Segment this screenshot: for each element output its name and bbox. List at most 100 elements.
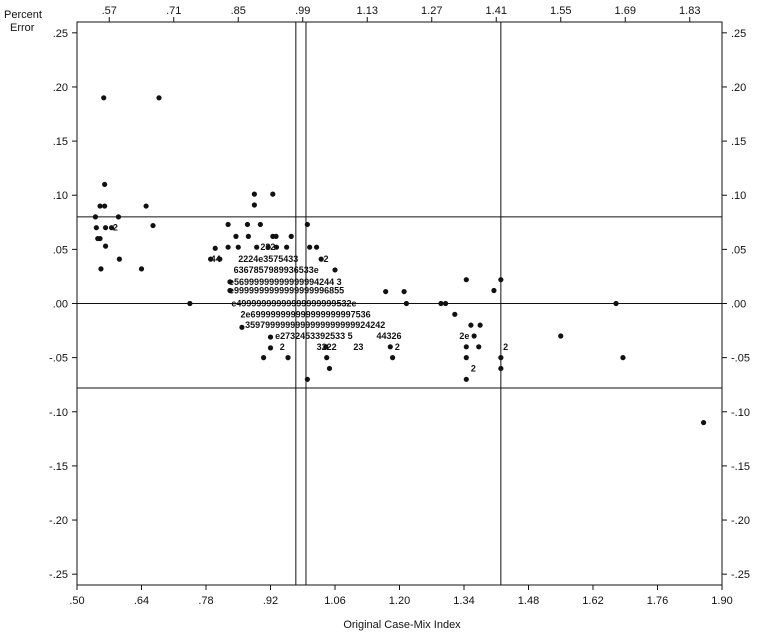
x-tick-label-bottom: 1.76 — [647, 595, 668, 607]
x-tick-label-bottom: 1.34 — [453, 595, 474, 607]
data-point — [150, 222, 156, 229]
y-tick-label-left: .05 — [53, 244, 68, 256]
data-point — [285, 355, 291, 361]
data-point — [265, 244, 271, 250]
data-point — [332, 267, 338, 273]
density-digit-label: 2 — [471, 363, 476, 373]
data-point — [267, 334, 274, 340]
data-point — [208, 256, 214, 262]
data-point — [212, 245, 218, 251]
density-digit-label: 23 — [353, 342, 363, 352]
data-point — [401, 288, 407, 295]
data-point — [323, 344, 329, 350]
density-digit-label: 2 — [503, 342, 508, 352]
y-axis-title-line1: Percent — [4, 9, 42, 21]
data-point — [227, 287, 233, 294]
tick-labels: .50 .64 .78 .92 1.06 1.20 1.34 1.48 1.62 1.76 1.90… — [49, 5, 750, 607]
data-point — [102, 225, 109, 231]
density-digit-label: 2 — [395, 342, 400, 352]
data-point — [442, 300, 449, 307]
x-tick-label-bottom: .50 — [69, 595, 84, 607]
data-point — [156, 95, 162, 101]
x-tick-label-top: .57 — [102, 5, 117, 17]
data-point — [463, 376, 469, 382]
data-point — [251, 191, 257, 197]
data-point — [498, 355, 504, 361]
data-point — [452, 311, 458, 317]
x-tick-label-bottom: 1.06 — [324, 595, 345, 607]
data-point — [260, 355, 267, 361]
density-digit-label: 2 — [323, 254, 328, 264]
density-digit-label: e2732453392533 5 — [275, 331, 353, 341]
data-point — [700, 419, 707, 426]
y-tick-label-right: -.25 — [731, 569, 750, 581]
data-point — [468, 322, 474, 328]
y-tick-label-left: -.05 — [49, 353, 68, 365]
y-tick-label-left: -.20 — [49, 515, 68, 527]
y-axis-title-line2: Error — [10, 22, 35, 34]
density-digit-label: 6367857989936533e — [234, 265, 319, 275]
data-point — [227, 279, 233, 285]
x-tick-label-top: 1.13 — [357, 5, 378, 17]
data-point — [244, 221, 251, 228]
axis-ticks — [72, 17, 727, 590]
density-digit-label: 2e699999999999999999997536 — [241, 309, 371, 319]
y-tick-label-right: -.15 — [731, 461, 750, 473]
data-point — [102, 203, 108, 209]
data-point — [239, 324, 245, 330]
x-tick-label-bottom: .64 — [134, 595, 149, 607]
density-digit-label: 2224e3575433 — [238, 254, 298, 264]
data-point — [438, 300, 444, 307]
data-point — [93, 225, 99, 231]
data-point — [383, 288, 389, 295]
data-point — [498, 365, 504, 372]
data-point — [233, 233, 239, 239]
density-digit-label: 232 — [260, 242, 275, 252]
data-point — [273, 233, 279, 239]
data-point — [108, 225, 115, 231]
y-tick-label-left: .20 — [53, 82, 68, 94]
data-point — [97, 235, 103, 242]
x-tick-label-top: 1.27 — [421, 5, 442, 17]
data-point — [613, 300, 619, 307]
x-tick-label-top: 1.55 — [550, 5, 571, 17]
y-tick-label-right: .10 — [731, 190, 746, 202]
data-point — [102, 243, 109, 249]
density-digit-label: e9999999999999999996855 — [229, 286, 344, 296]
x-tick-label-bottom: .92 — [263, 595, 278, 607]
x-tick-label-top: 1.41 — [486, 5, 507, 17]
data-point — [102, 181, 108, 188]
data-point — [270, 191, 276, 197]
data-point — [245, 233, 251, 239]
data-point — [307, 244, 313, 250]
data-point — [92, 214, 99, 220]
density-digit-label: 3222 — [317, 342, 337, 352]
data-point — [115, 214, 122, 220]
x-tick-label-top: 1.69 — [615, 5, 636, 17]
data-point — [257, 221, 263, 228]
data-point — [463, 277, 469, 283]
data-point — [235, 244, 241, 250]
data-point — [476, 344, 482, 350]
data-point — [324, 355, 330, 361]
data-point — [304, 221, 310, 228]
y-tick-label-right: .15 — [731, 136, 746, 148]
y-tick-label-right: .25 — [731, 28, 746, 40]
data-point — [313, 244, 320, 250]
data-point — [225, 221, 231, 228]
data-point — [273, 244, 280, 250]
x-tick-label-top: .71 — [166, 5, 181, 17]
y-tick-label-left: .15 — [53, 136, 68, 148]
data-point — [97, 203, 103, 209]
data-point — [101, 95, 107, 101]
data-point — [116, 256, 122, 262]
data-point — [491, 287, 497, 294]
data-point — [254, 244, 260, 250]
data-point — [403, 300, 410, 307]
data-point — [288, 233, 294, 239]
data-point — [389, 355, 396, 361]
density-digit-label: 2e — [459, 331, 469, 341]
data-point — [558, 333, 564, 339]
data-point — [304, 376, 310, 382]
